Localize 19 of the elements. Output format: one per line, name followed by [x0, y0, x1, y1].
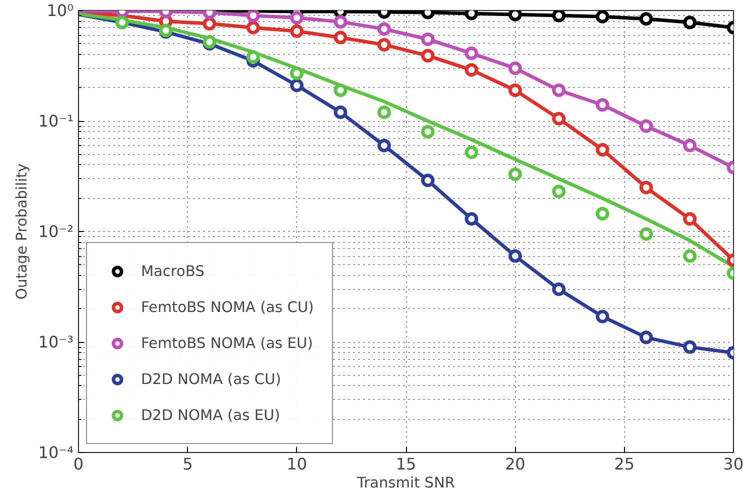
- x-tick-label: 20: [504, 454, 526, 474]
- legend-label: FemtoBS NOMA (as EU): [141, 334, 313, 352]
- legend-label: D2D NOMA (as CU): [141, 370, 282, 388]
- legend-label: FemtoBS NOMA (as CU): [141, 298, 314, 316]
- y-tick-label: 10⁻³: [38, 332, 74, 352]
- y-tick-label: 10⁻¹: [38, 112, 74, 130]
- x-tick-label: 0: [73, 454, 84, 474]
- y-axis-title: Outage Probability: [13, 163, 30, 300]
- x-tick-label: 30: [723, 454, 743, 474]
- y-tick-label: 10⁻²: [38, 222, 74, 241]
- x-tick-label: 5: [182, 454, 193, 474]
- y-tick-label: 10⁻⁴: [38, 443, 74, 462]
- x-tick-label: 25: [614, 454, 635, 474]
- x-tick-label: 10: [286, 454, 308, 474]
- x-tick-label: 15: [396, 454, 416, 474]
- legend-label: MacroBS: [141, 262, 204, 280]
- x-axis-title: Transmit SNR: [356, 474, 455, 492]
- y-tick-label: 10⁰: [46, 1, 74, 20]
- legend-label: D2D NOMA (as EU): [141, 406, 280, 424]
